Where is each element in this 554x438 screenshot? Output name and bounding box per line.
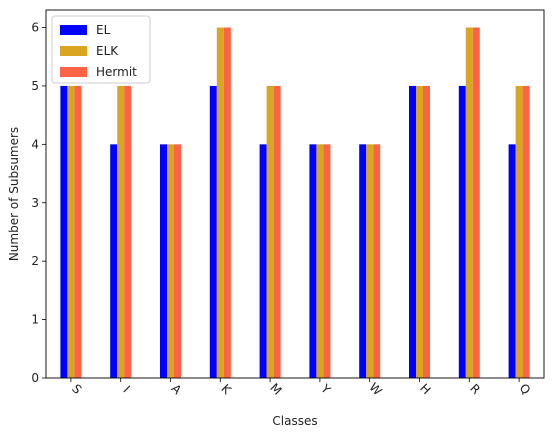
- bars-layer: [60, 27, 530, 379]
- y-tick-label: 4: [31, 137, 39, 151]
- y-tick-label: 0: [31, 371, 39, 385]
- bar-elk-s: [67, 85, 75, 378]
- bar-elk-q: [515, 85, 523, 378]
- legend-swatch-elk: [60, 46, 87, 56]
- bar-el-r: [458, 85, 466, 378]
- legend-swatch-hermit: [60, 67, 87, 77]
- legend-label-hermit: Hermit: [96, 65, 137, 79]
- bar-hermit-s: [74, 85, 82, 378]
- x-tick-label: K: [218, 381, 234, 397]
- bar-elk-m: [266, 85, 274, 378]
- bar-hermit-a: [174, 144, 181, 378]
- x-tick-label: I: [120, 383, 132, 395]
- y-tick-label: 2: [31, 254, 39, 268]
- bar-el-q: [508, 144, 516, 378]
- x-tick-label: M: [267, 381, 284, 398]
- bar-el-a: [160, 144, 167, 378]
- bar-el-k: [209, 85, 217, 378]
- bar-hermit-w: [373, 144, 381, 378]
- bar-elk-r: [465, 27, 473, 379]
- bar-hermit-k: [223, 27, 231, 379]
- bar-elk-a: [167, 144, 174, 378]
- bar-elk-h: [416, 85, 423, 378]
- bar-hermit-h: [423, 85, 430, 378]
- bar-el-w: [359, 144, 367, 378]
- bar-elk-y: [316, 144, 324, 378]
- x-axis-label: Classes: [272, 414, 317, 428]
- x-tick-label: Y: [317, 381, 333, 397]
- legend: EL ELK Hermit: [51, 15, 151, 84]
- y-tick-label: 3: [31, 196, 39, 210]
- bar-el-m: [259, 144, 267, 378]
- x-tick-label: W: [366, 380, 384, 398]
- legend-label-el: EL: [96, 23, 111, 37]
- y-tick-label: 5: [31, 79, 39, 93]
- bar-el-i: [110, 144, 118, 378]
- legend-swatch-el: [60, 25, 87, 35]
- bar-elk-k: [216, 27, 224, 379]
- x-tick-label: Q: [517, 381, 534, 398]
- y-tick-label: 1: [31, 313, 39, 327]
- bar-hermit-m: [273, 85, 281, 378]
- x-tick-label: H: [417, 381, 433, 397]
- x-tick-label: S: [69, 382, 84, 397]
- legend-label-elk: ELK: [96, 44, 119, 58]
- x-tick-label: A: [168, 381, 184, 397]
- y-axis-label: Number of Subsumers: [7, 127, 21, 261]
- bar-el-y: [309, 144, 317, 378]
- bar-elk-i: [117, 85, 125, 378]
- bar-el-s: [60, 85, 68, 378]
- plot-frame: [45, 9, 545, 379]
- bar-hermit-i: [124, 85, 132, 378]
- y-axis-ticks: 0 1 2 3 4 5 6: [31, 21, 46, 385]
- bar-hermit-y: [323, 144, 331, 378]
- y-tick-label: 6: [31, 21, 39, 35]
- x-tick-label: R: [467, 381, 483, 397]
- bar-elk-w: [366, 144, 374, 378]
- bar-hermit-q: [522, 85, 530, 378]
- bar-hermit-r: [472, 27, 480, 379]
- bar-el-h: [409, 85, 416, 378]
